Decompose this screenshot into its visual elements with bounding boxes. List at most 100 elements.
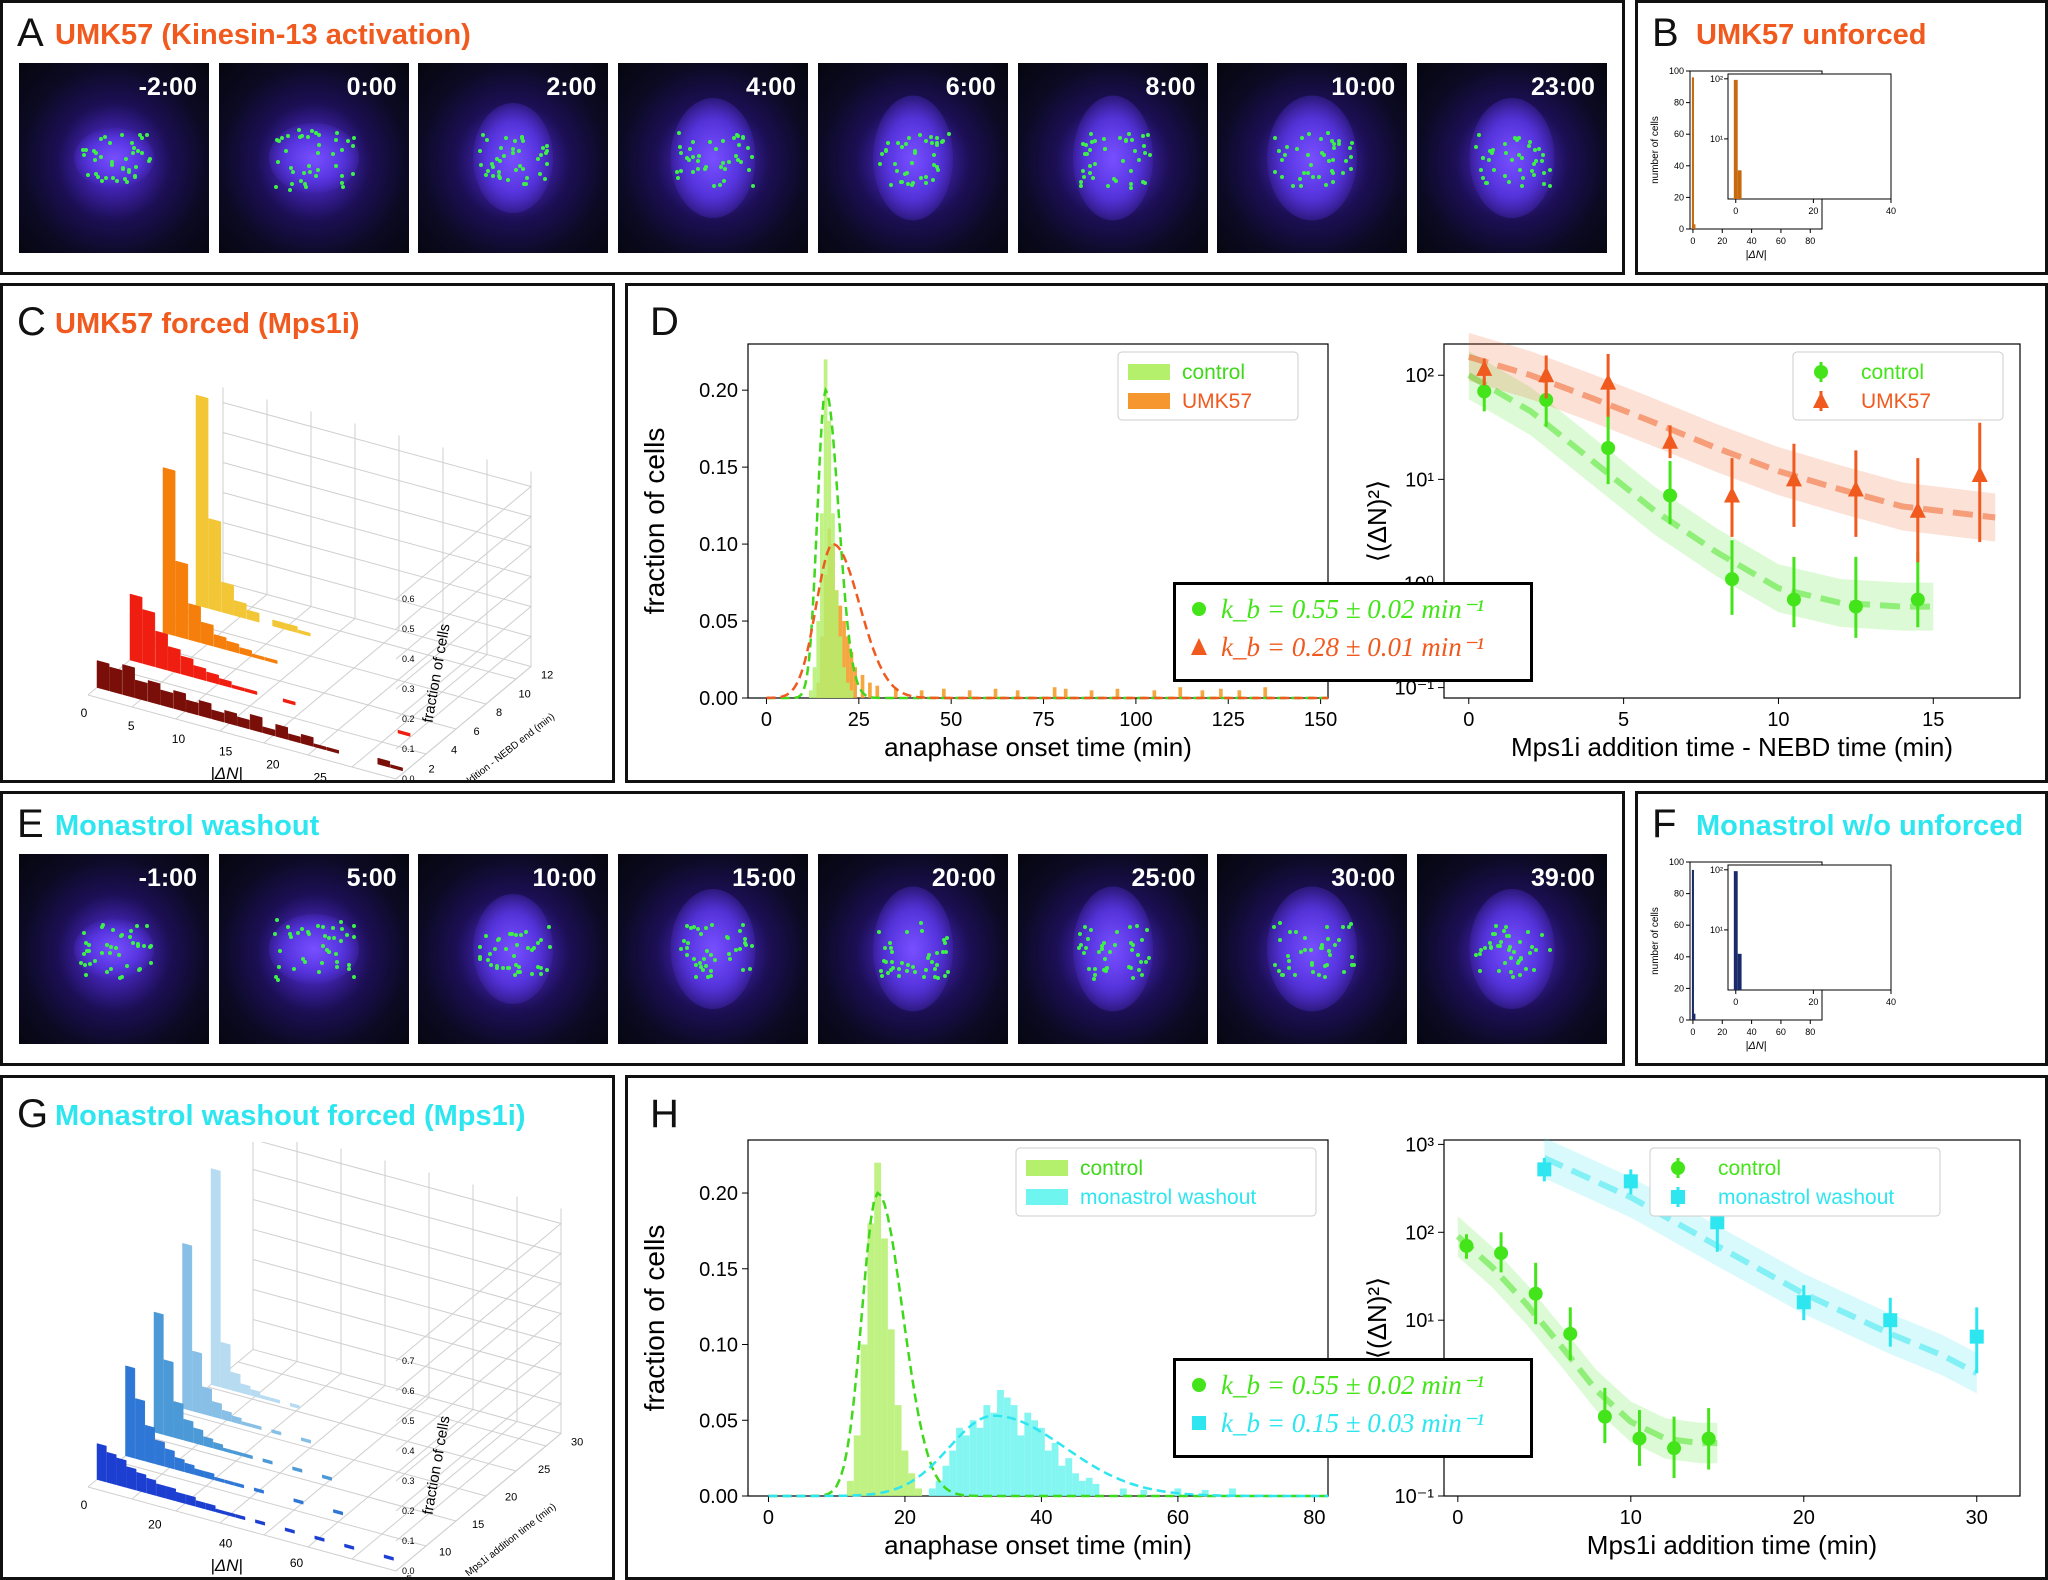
data-point (1601, 441, 1616, 456)
kinetochore-dot (899, 145, 904, 150)
kinetochore-dot (701, 968, 706, 973)
histogram-bar (282, 698, 296, 706)
kinetochore-dot (288, 188, 293, 193)
kinetochore-dot (325, 947, 330, 952)
kinetochore-dot (92, 158, 97, 163)
kinetochore-dot (142, 944, 147, 949)
kinetochore-dot (1540, 933, 1545, 938)
kinetochore-dot (301, 170, 306, 175)
kinetochore-dot (1491, 147, 1496, 152)
kinetochore-dot (498, 145, 503, 150)
histogram-bar (219, 678, 232, 688)
histogram-bar (262, 1458, 273, 1465)
kinetochore-dot (676, 131, 681, 136)
kinetochore-dot (331, 925, 336, 930)
y-tick-label: 20 (1674, 983, 1684, 993)
kinetochore-dot (1272, 170, 1277, 175)
kinetochore-dot (930, 177, 935, 182)
histogram-bar (173, 1401, 184, 1441)
kinetochore-dot (133, 175, 138, 180)
kinetochore-dot (1298, 949, 1303, 954)
rate-box-frame (1173, 582, 1533, 682)
kinetochore-dot (726, 952, 731, 957)
kinetochore-dot (888, 968, 893, 973)
kinetochore-dot (1508, 956, 1513, 961)
histogram-bar (253, 1487, 264, 1494)
x-axis-label: anaphase onset time (min) (884, 1530, 1192, 1560)
kinetochore-dot (496, 170, 501, 175)
histogram-bar (314, 1535, 325, 1542)
histogram-bar (220, 1341, 231, 1391)
histogram-bar (1038, 1427, 1045, 1496)
y-tick-label: 0.20 (699, 380, 738, 402)
kinetochore-dot (1509, 969, 1514, 974)
timestamp-label: 2:00 (546, 73, 597, 101)
kinetochore-dot (692, 956, 697, 961)
grid-line (131, 1361, 298, 1500)
histogram-bar (142, 609, 156, 668)
histogram-bar (185, 1494, 196, 1507)
grid-line (252, 1289, 563, 1512)
kinetochore-dot (519, 932, 524, 937)
kinetochore-dot (503, 947, 508, 952)
kinetochore-dot (687, 158, 692, 163)
kinetochore-dot (93, 151, 98, 156)
x-tick-label: 20 (148, 1517, 162, 1531)
kinetochore-dot (1491, 931, 1496, 936)
histogram-bar (397, 729, 411, 737)
kinetochore-dot (1518, 168, 1523, 173)
panel-letter: C (17, 300, 46, 344)
histogram-bar (173, 690, 186, 713)
histogram-bar (853, 667, 857, 698)
kinetochore-dot (885, 141, 890, 146)
y-tick-label: 30 (571, 1437, 583, 1449)
histogram-bar (231, 1415, 242, 1425)
kinetochore-dot (276, 978, 281, 983)
histogram-bar (252, 653, 265, 661)
grid-line (222, 492, 533, 690)
data-point (1538, 366, 1555, 383)
histogram-bar (213, 1441, 224, 1452)
kinetochore-dot (685, 940, 690, 945)
kinetochore-dot (279, 135, 284, 140)
kinetochore-dot (879, 968, 884, 973)
grid-line (207, 1386, 517, 1472)
x-tick-label: 10 (172, 732, 186, 746)
kinetochore-dot (899, 961, 904, 966)
kinetochore-dot (705, 949, 710, 954)
y-tick-label: 0.15 (699, 457, 738, 479)
kinetochore-dot (530, 972, 535, 977)
inset-x-tick-label: 0 (1733, 997, 1738, 1007)
histogram-bar (823, 359, 828, 698)
data-point (1847, 480, 1864, 497)
x-tick-label: 60 (1167, 1507, 1189, 1529)
kinetochore-dot (890, 965, 895, 970)
kinetochore-dot (314, 174, 319, 179)
kinetochore-dot (1331, 180, 1336, 185)
kinetochore-dot (1093, 161, 1098, 166)
x-tick-label: 60 (290, 1556, 304, 1570)
histogram-bar (234, 1482, 245, 1489)
kinetochore-dot (1504, 925, 1509, 930)
histogram-bar (135, 679, 148, 702)
kinetochore-dot (340, 180, 345, 185)
kinetochore-dot (88, 962, 93, 967)
kinetochore-dot (1285, 954, 1290, 959)
kinetochore-dot (334, 959, 339, 964)
kinetochore-dot (747, 967, 752, 972)
x-tick-label: 40 (219, 1537, 233, 1551)
grid-line (351, 654, 488, 768)
x-tick-label: 20 (1717, 1027, 1727, 1037)
x-tick-label: 20 (894, 1507, 916, 1529)
grid-line (219, 1385, 386, 1524)
cell-body (268, 914, 359, 984)
kinetochore-dot (1284, 144, 1289, 149)
y-tick-label: 20 (505, 1492, 517, 1504)
data-point (1667, 1441, 1682, 1456)
kinetochore-dot (884, 148, 889, 153)
kinetochore-dot (1527, 144, 1532, 149)
inset-y-tick-label: 10² (1710, 865, 1723, 875)
kinetochore-dot (84, 973, 89, 978)
histogram-bar (901, 1450, 909, 1496)
kinetochore-dot (1118, 135, 1123, 140)
